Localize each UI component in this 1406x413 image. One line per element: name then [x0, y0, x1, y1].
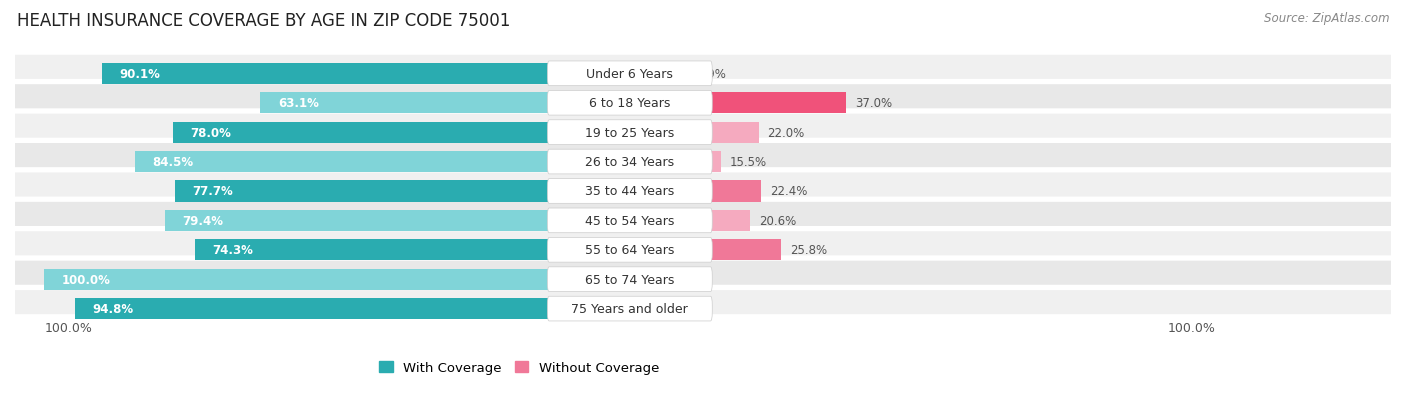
Bar [260, 93, 630, 114]
Text: 100.0%: 100.0% [44, 321, 93, 335]
FancyBboxPatch shape [547, 238, 713, 263]
FancyBboxPatch shape [15, 85, 1406, 109]
Text: 6 to 18 Years: 6 to 18 Years [589, 97, 671, 110]
Text: 22.0%: 22.0% [768, 126, 804, 139]
Bar [103, 64, 630, 85]
Bar [174, 181, 630, 202]
Bar [630, 298, 661, 319]
Text: 84.5%: 84.5% [153, 156, 194, 169]
FancyBboxPatch shape [15, 173, 1406, 197]
Text: 100.0%: 100.0% [1167, 321, 1215, 335]
FancyBboxPatch shape [547, 121, 713, 145]
Text: 63.1%: 63.1% [278, 97, 319, 110]
FancyBboxPatch shape [15, 261, 1406, 285]
Bar [630, 64, 688, 85]
Bar [44, 269, 630, 290]
FancyBboxPatch shape [547, 209, 713, 233]
Text: 19 to 25 Years: 19 to 25 Years [585, 126, 675, 139]
Bar [630, 93, 846, 114]
Legend: With Coverage, Without Coverage: With Coverage, Without Coverage [380, 361, 659, 375]
FancyBboxPatch shape [15, 56, 1406, 80]
Text: 0.0%: 0.0% [638, 273, 668, 286]
Text: 100.0%: 100.0% [62, 273, 111, 286]
FancyBboxPatch shape [547, 150, 713, 174]
FancyBboxPatch shape [547, 91, 713, 116]
Text: 9.9%: 9.9% [696, 68, 727, 81]
Text: 94.8%: 94.8% [93, 302, 134, 316]
Bar [630, 152, 720, 173]
Text: 65 to 74 Years: 65 to 74 Years [585, 273, 675, 286]
Text: 55 to 64 Years: 55 to 64 Years [585, 244, 675, 256]
Text: 90.1%: 90.1% [120, 68, 160, 81]
FancyBboxPatch shape [15, 114, 1406, 138]
Text: HEALTH INSURANCE COVERAGE BY AGE IN ZIP CODE 75001: HEALTH INSURANCE COVERAGE BY AGE IN ZIP … [17, 12, 510, 30]
FancyBboxPatch shape [15, 290, 1406, 314]
Bar [630, 210, 751, 231]
Text: 78.0%: 78.0% [191, 126, 232, 139]
Bar [195, 240, 630, 261]
Text: 5.2%: 5.2% [669, 302, 699, 316]
Text: 26 to 34 Years: 26 to 34 Years [585, 156, 675, 169]
FancyBboxPatch shape [547, 267, 713, 292]
Text: 35 to 44 Years: 35 to 44 Years [585, 185, 675, 198]
Bar [75, 298, 630, 319]
Bar [173, 122, 630, 143]
Bar [135, 152, 630, 173]
Bar [165, 210, 630, 231]
Text: 25.8%: 25.8% [790, 244, 827, 256]
Text: 45 to 54 Years: 45 to 54 Years [585, 214, 675, 227]
Text: 77.7%: 77.7% [193, 185, 233, 198]
Text: 37.0%: 37.0% [855, 97, 893, 110]
Text: Under 6 Years: Under 6 Years [586, 68, 673, 81]
FancyBboxPatch shape [547, 62, 713, 86]
FancyBboxPatch shape [547, 297, 713, 321]
Text: 74.3%: 74.3% [212, 244, 253, 256]
Text: Source: ZipAtlas.com: Source: ZipAtlas.com [1264, 12, 1389, 25]
Text: 75 Years and older: 75 Years and older [571, 302, 688, 316]
Bar [630, 240, 780, 261]
FancyBboxPatch shape [15, 144, 1406, 168]
Text: 22.4%: 22.4% [769, 185, 807, 198]
Bar [630, 122, 759, 143]
Text: 79.4%: 79.4% [183, 214, 224, 227]
Text: 15.5%: 15.5% [730, 156, 766, 169]
FancyBboxPatch shape [15, 202, 1406, 226]
FancyBboxPatch shape [547, 179, 713, 204]
FancyBboxPatch shape [15, 232, 1406, 256]
Text: 20.6%: 20.6% [759, 214, 796, 227]
Bar [630, 181, 761, 202]
